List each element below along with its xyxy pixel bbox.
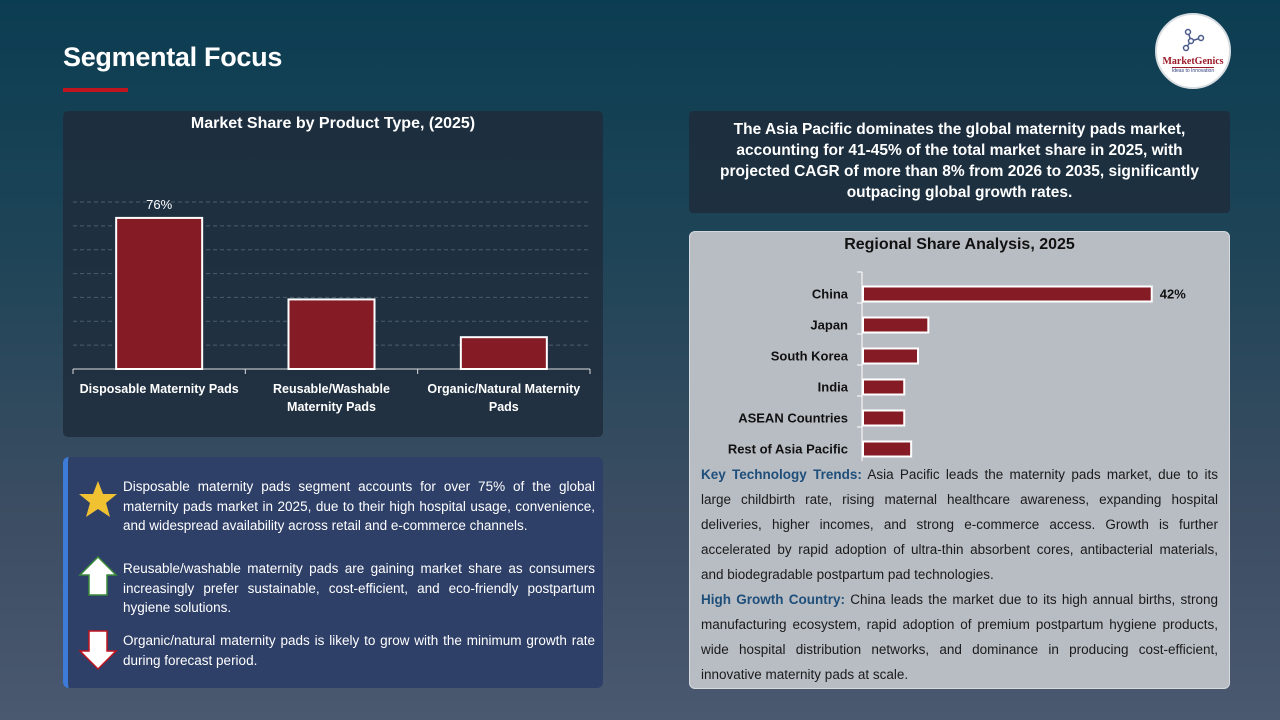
bar bbox=[862, 378, 906, 396]
chart-title: Regional Share Analysis, 2025 bbox=[844, 236, 1075, 253]
product-type-chart: 76% Disposable Maternity Pads Reusable/Was… bbox=[63, 111, 603, 437]
network-icon bbox=[1182, 28, 1205, 52]
trends-label: Key Technology Trends: bbox=[701, 467, 862, 482]
trends-text: Asia Pacific leads the maternity pads ma… bbox=[701, 467, 1218, 582]
category-label: Rest of Asia Pacific bbox=[728, 442, 848, 457]
category-label: Maternity Pads bbox=[287, 400, 376, 414]
growth-label: High Growth Country: bbox=[701, 592, 845, 607]
category-label: India bbox=[818, 380, 849, 395]
logo-tagline: Ideas to Innovation bbox=[1171, 67, 1215, 74]
category-label: Reusable/Washable bbox=[273, 382, 390, 396]
chart-title: Market Share by Product Type, (2025) bbox=[190, 115, 476, 132]
bar bbox=[287, 298, 376, 371]
category-label: ASEAN Countries bbox=[738, 411, 848, 426]
regional-share-panel: China 42% Japan South Korea India ASEAN Count… bbox=[689, 231, 1230, 689]
category-label: China bbox=[812, 287, 849, 302]
arrow-down-icon bbox=[78, 630, 118, 671]
bullet-text: Disposable maternity pads segment accoun… bbox=[123, 479, 595, 533]
title-underline bbox=[63, 88, 128, 92]
analysis-text: Key Technology Trends: Asia Pacific lead… bbox=[701, 462, 1218, 687]
data-label: 42% bbox=[1160, 287, 1186, 302]
regional-share-chart-svg: China 42% Japan South Korea India ASEAN Count… bbox=[728, 271, 1186, 461]
bar bbox=[862, 347, 919, 365]
product-type-chart-svg: 76% Disposable Maternity Pads Reusable/Was… bbox=[72, 197, 591, 414]
bullet-text: Reusable/washable maternity pads are gai… bbox=[123, 561, 595, 615]
segment-insights: Disposable maternity pads segment accoun… bbox=[63, 457, 603, 688]
star-icon bbox=[79, 481, 117, 517]
page-title: Segmental Focus bbox=[63, 42, 283, 72]
growth-text: China leads the market due to its high a… bbox=[701, 592, 1218, 682]
bar bbox=[862, 285, 1153, 303]
data-label: 76% bbox=[146, 197, 172, 212]
bar bbox=[115, 216, 204, 371]
category-label: Pads bbox=[489, 400, 519, 414]
bar bbox=[459, 336, 548, 370]
bar bbox=[862, 440, 913, 458]
logo-name: MarketGenics bbox=[1162, 56, 1224, 67]
company-logo: MarketGenics Ideas to Innovation bbox=[1155, 13, 1231, 89]
category-label: Organic/Natural Maternity bbox=[427, 382, 580, 396]
bullet-text: Organic/natural maternity pads is likely… bbox=[123, 633, 595, 668]
bar bbox=[862, 316, 930, 334]
asia-pacific-highlight: The Asia Pacific dominates the global ma… bbox=[689, 111, 1230, 213]
category-label: Japan bbox=[810, 318, 848, 333]
bar bbox=[862, 409, 906, 427]
category-label: South Korea bbox=[771, 349, 849, 364]
arrow-up-icon bbox=[78, 555, 118, 596]
category-label: Disposable Maternity Pads bbox=[80, 382, 239, 396]
